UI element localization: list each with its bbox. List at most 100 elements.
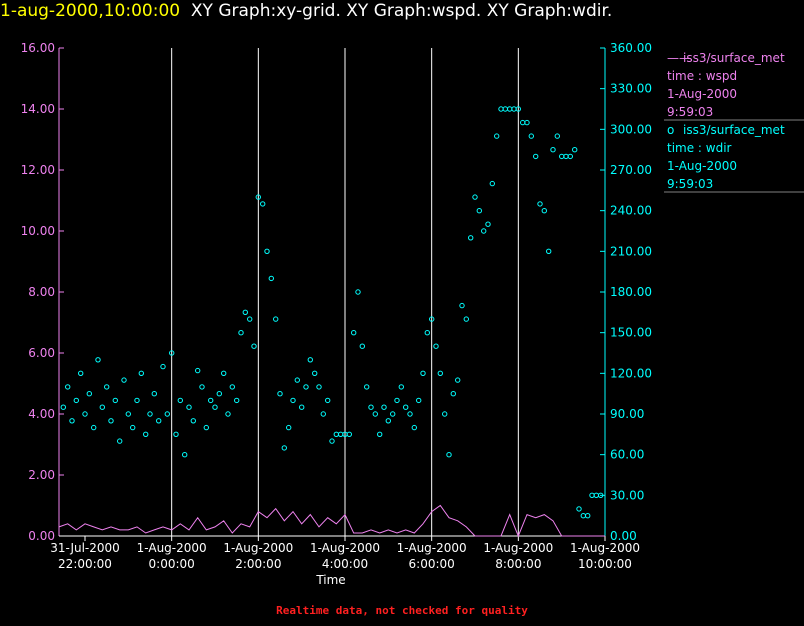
x-tick-time: 8:00:00 <box>495 557 541 571</box>
chart-title: 1-aug-2000,10:00:00 XY Graph:xy-grid. XY… <box>0 0 612 22</box>
wdir-point <box>164 411 171 417</box>
x-tick-date: 1-Aug-2000 <box>397 541 467 555</box>
x-tick-date: 1-Aug-2000 <box>223 541 293 555</box>
wdir-point <box>78 370 84 376</box>
x-tick-time: 6:00:00 <box>409 557 455 571</box>
wdir-point <box>424 330 430 336</box>
wspd-line <box>58 504 605 538</box>
wdir-point <box>333 431 339 437</box>
wdir-point <box>173 431 179 437</box>
x-tick-time: 2:00:00 <box>235 557 281 571</box>
left-axis-wspd: 0.00 2.00 4.00 6.00 8.00 10.00 12.00 14.00 16.00 <box>21 41 64 543</box>
wdir-point <box>134 397 140 404</box>
wdir-point <box>338 431 344 437</box>
left-tick-label: 12.00 <box>21 163 55 177</box>
wdir-point <box>216 391 223 397</box>
legend-time: 9:59:03 <box>667 177 713 191</box>
left-tick-label: 6.00 <box>28 346 55 360</box>
wdir-point <box>69 418 75 424</box>
wdir-point <box>312 370 318 376</box>
wdir-point <box>390 411 396 417</box>
x-axis-label: Time <box>315 573 345 587</box>
wdir-point <box>507 106 513 112</box>
wdir-point <box>472 194 478 200</box>
wdir-point <box>572 147 578 153</box>
right-axis-wdir: 0.00 30.00 60.00 90.00 120.00 150.00 180.00 210… <box>600 41 652 543</box>
quality-note: Realtime data, not checked for quality <box>276 604 528 617</box>
wdir-point <box>151 391 158 397</box>
wdir-point <box>73 397 80 404</box>
wdir-point <box>190 418 197 424</box>
wdir-point <box>242 309 249 315</box>
wdir-point <box>221 370 227 376</box>
wdir-point <box>95 357 101 363</box>
wdir-point <box>255 194 261 200</box>
wdir-point <box>260 201 266 207</box>
wdir-point <box>281 445 287 451</box>
wdir-point <box>156 418 162 424</box>
wdir-point <box>203 424 210 431</box>
wdir-point <box>160 363 166 370</box>
x-tick-time: 0:00:00 <box>149 557 195 571</box>
wdir-point <box>580 513 586 519</box>
wdir-point <box>450 391 456 397</box>
wdir-point <box>446 452 452 458</box>
wdir-point <box>372 411 378 417</box>
wdir-point <box>541 208 547 214</box>
wdir-point <box>225 411 231 417</box>
wdir-point <box>212 404 218 410</box>
wdir-point <box>593 492 599 498</box>
wdir-point <box>502 106 508 112</box>
legend-time: 9:59:03 <box>667 105 713 119</box>
wdir-point <box>524 119 530 126</box>
wdir-point <box>481 228 487 234</box>
right-tick-label: 30.00 <box>610 488 644 502</box>
wdir-point <box>411 424 417 431</box>
wdir-point <box>550 147 556 153</box>
x-tick-date: 1-Aug-2000 <box>570 541 640 555</box>
right-tick-label: 150.00 <box>610 326 652 340</box>
wdir-point <box>528 133 534 139</box>
legend-name: iss3/surface_met <box>683 51 785 65</box>
wdir-point <box>394 397 400 404</box>
wdir-point <box>520 119 526 126</box>
right-tick-label: 90.00 <box>610 407 644 421</box>
legend-field: time : wspd <box>667 69 737 83</box>
x-tick-time: 4:00:00 <box>322 557 368 571</box>
wdir-point <box>364 384 370 390</box>
wdir-point <box>437 370 443 376</box>
wdir-point <box>286 424 292 431</box>
legend-date: 1-Aug-2000 <box>667 87 737 101</box>
wdir-point <box>177 397 184 404</box>
wdir-point <box>86 391 93 397</box>
wdir-point <box>229 384 236 390</box>
wdir-point <box>268 275 274 282</box>
wdir-point <box>195 367 201 374</box>
right-tick-label: 270.00 <box>610 163 652 177</box>
wdir-point <box>251 343 257 349</box>
left-tick-label: 0.00 <box>28 529 55 543</box>
wdir-point <box>273 316 279 322</box>
wdir-point <box>554 133 560 139</box>
legend-marker: —— <box>667 51 691 65</box>
wdir-point <box>459 302 465 309</box>
right-tick-label: 120.00 <box>610 366 652 380</box>
wdir-point <box>468 235 474 241</box>
wdir-point <box>346 431 352 437</box>
wdir-point <box>104 384 110 390</box>
x-tick-time: 10:00:00 <box>578 557 632 571</box>
wdir-point <box>108 418 114 424</box>
wdir-point <box>199 384 205 390</box>
x-tick-date: 31-Jul-2000 <box>50 541 120 555</box>
legend-name: iss3/surface_met <box>683 123 785 137</box>
wdir-point <box>476 208 482 214</box>
wdir-point <box>351 330 357 336</box>
right-tick-label: 180.00 <box>610 285 652 299</box>
wdir-point <box>186 404 192 410</box>
x-tick-date: 1-Aug-2000 <box>137 541 207 555</box>
wdir-point <box>420 370 426 376</box>
wdir-point <box>277 391 283 397</box>
wdir-point <box>91 424 97 431</box>
wdir-point <box>60 404 66 410</box>
